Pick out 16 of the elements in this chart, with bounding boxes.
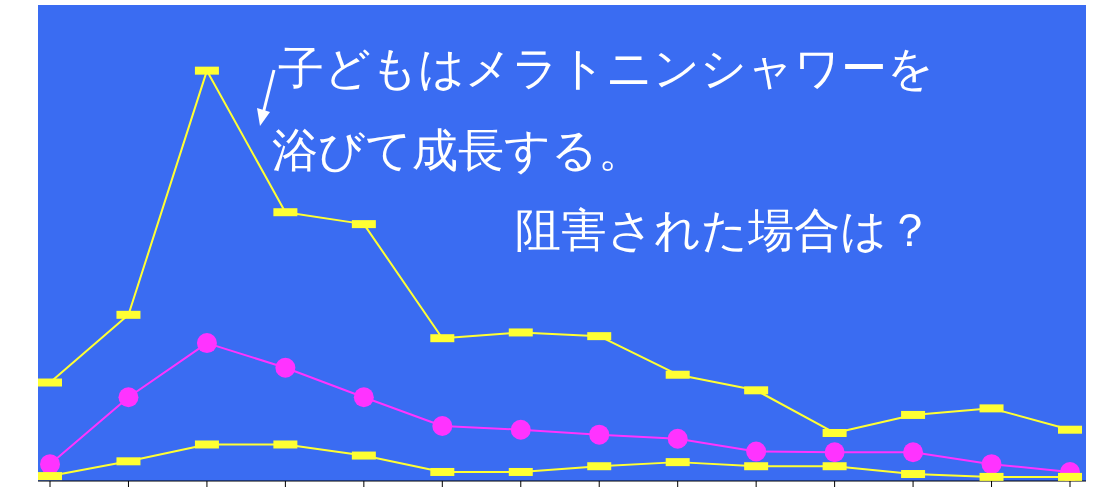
point: [118, 387, 139, 408]
point: [275, 357, 296, 378]
point: [40, 454, 60, 475]
point: [903, 442, 924, 463]
point: [510, 419, 531, 440]
point: [353, 387, 374, 408]
annotation: 阻害された場合は？: [515, 202, 933, 259]
point: [432, 416, 453, 437]
point: [824, 442, 845, 463]
point: [589, 424, 610, 445]
annotation: 子どもはメラトニンシャワーを: [278, 40, 934, 97]
point: [667, 428, 688, 449]
point: [981, 454, 1002, 475]
point: [746, 441, 767, 462]
annotation: 浴びて成長する。: [272, 122, 644, 179]
point: [196, 333, 217, 354]
